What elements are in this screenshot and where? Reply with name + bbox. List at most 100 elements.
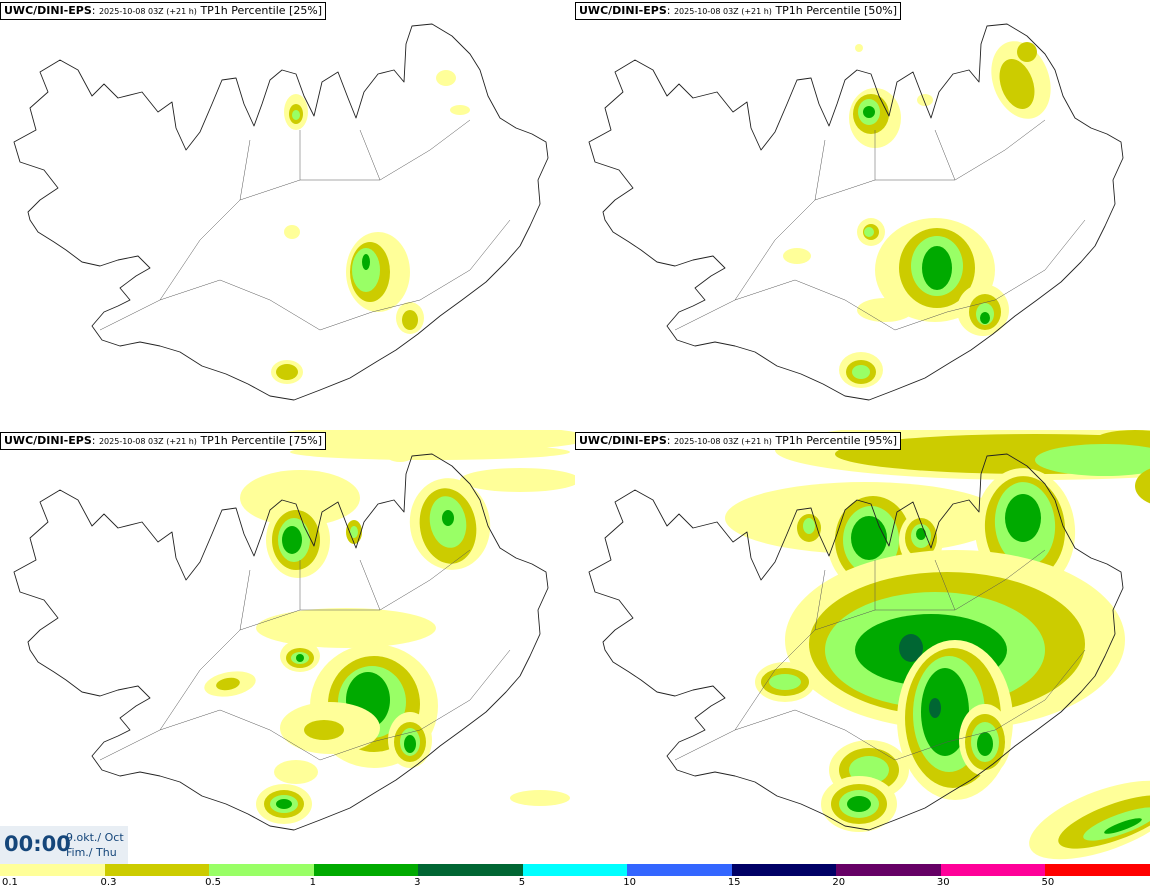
precip-field [783, 41, 1051, 388]
title-separator: : [91, 4, 99, 17]
precip-field [271, 70, 470, 384]
model-source: UWC/DINI-EPS [579, 434, 667, 447]
precip-area [977, 732, 993, 756]
precip-area [282, 526, 302, 554]
precip-area [922, 246, 952, 290]
model-source: UWC/DINI-EPS [579, 4, 667, 17]
map-panel: UWC/DINI-EPS: 2025-10-08 03Z (+21 h) TP1… [0, 430, 575, 860]
precip-area [292, 110, 300, 120]
precip-area [384, 442, 416, 462]
precip-area [1005, 494, 1041, 542]
valid-date: 9.okt./ Oct [66, 831, 124, 844]
map-panel: UWC/DINI-EPS: 2025-10-08 03Z (+21 h) TP1… [575, 430, 1150, 860]
precip-area [783, 248, 811, 264]
colorbar-tick-label: 30 [936, 877, 950, 888]
precip-area [851, 516, 887, 560]
precip-area [276, 364, 298, 380]
precip-area [510, 790, 570, 806]
colorbar-swatch [0, 864, 105, 876]
product-label: TP1h Percentile [95%] [775, 434, 898, 447]
precip-area [402, 310, 418, 330]
valid-day: Fim./ Thu [66, 846, 117, 859]
precip-area [769, 674, 801, 690]
precip-area [404, 735, 416, 753]
precip-area [442, 510, 454, 526]
coastline [588, 23, 1124, 401]
colorbar-swatch [313, 864, 419, 876]
precip-colorbar [0, 864, 1150, 876]
precip-field [204, 430, 575, 824]
title-separator: : [666, 4, 674, 17]
precip-area [847, 796, 871, 812]
colorbar-swatch [627, 864, 732, 876]
valid-time-box: 00:00 9.okt./ Oct Fim./ Thu [0, 826, 128, 864]
precip-area [276, 799, 292, 809]
colorbar-tick-label: 0.5 [205, 877, 221, 888]
precip-map [588, 430, 1150, 860]
colorbar-tick-label: 5 [518, 877, 526, 888]
coastline [13, 23, 549, 401]
precip-area [1035, 444, 1150, 476]
map-panel: UWC/DINI-EPS: 2025-10-08 03Z (+21 h) TP1… [0, 0, 575, 430]
colorbar-tick-label: 50 [1041, 877, 1055, 888]
colorbar-ticks: 0.1 0.3 0.5 1 3 5 10 15 20 30 50 [0, 877, 1150, 891]
precip-area [256, 608, 436, 648]
road-lines [99, 549, 511, 761]
model-source: UWC/DINI-EPS [4, 4, 92, 17]
colorbar-swatch [104, 864, 210, 876]
title-separator: : [91, 434, 99, 447]
precip-area [436, 70, 456, 86]
precip-map [588, 23, 1124, 401]
precip-area [304, 720, 344, 740]
precip-area [803, 518, 815, 534]
precip-area [1017, 42, 1037, 62]
colorbar-tick-label: 1 [309, 877, 316, 888]
precip-area [852, 365, 870, 379]
colorbar-swatch [836, 864, 941, 876]
precip-area [917, 94, 933, 106]
model-source: UWC/DINI-EPS [4, 434, 92, 447]
precip-map [13, 23, 549, 401]
road-lines [674, 119, 1086, 331]
colorbar-swatch [940, 864, 1046, 876]
colorbar-tick-label: 10 [623, 877, 636, 888]
colorbar-swatch [731, 864, 837, 876]
precip-area [1135, 468, 1150, 504]
road-lines [674, 549, 1086, 761]
product-label: TP1h Percentile [50%] [775, 4, 898, 17]
precip-area [460, 468, 575, 492]
precip-area [864, 227, 874, 237]
map-panel: UWC/DINI-EPS: 2025-10-08 03Z (+21 h) TP1… [575, 0, 1150, 430]
colorbar-tick-label: 3 [414, 877, 421, 888]
precip-area [296, 654, 304, 662]
colorbar-tick-label: 0.1 [2, 877, 18, 888]
precip-area [274, 760, 318, 784]
title-separator: : [666, 434, 674, 447]
precip-area [916, 528, 926, 540]
precip-area [290, 444, 570, 460]
precip-area [929, 698, 941, 718]
precip-area [240, 470, 360, 526]
precip-field [725, 430, 1150, 860]
run-time: 2025-10-08 03Z (+21 h) [98, 7, 197, 16]
precip-area [855, 44, 863, 52]
coastline [588, 453, 1124, 831]
colorbar-swatch [418, 864, 523, 876]
colorbar-tick-label: 0.3 [100, 877, 117, 888]
precip-map [13, 430, 575, 831]
coastline [13, 453, 549, 831]
precip-area [863, 106, 875, 118]
run-time: 2025-10-08 03Z (+21 h) [673, 437, 772, 446]
colorbar-swatch [209, 864, 314, 876]
colorbar-swatch [1045, 864, 1150, 876]
precip-area [350, 526, 358, 538]
precip-area [362, 254, 370, 270]
colorbar-tick-label: 15 [727, 877, 741, 888]
precip-area [216, 677, 240, 691]
precip-area [999, 58, 1035, 110]
panel-title: UWC/DINI-EPS: 2025-10-08 03Z (+21 h) TP1… [575, 432, 902, 450]
precip-area [284, 225, 300, 239]
product-label: TP1h Percentile [75%] [200, 434, 323, 447]
run-time: 2025-10-08 03Z (+21 h) [673, 7, 772, 16]
colorbar-tick-label: 20 [832, 877, 846, 888]
